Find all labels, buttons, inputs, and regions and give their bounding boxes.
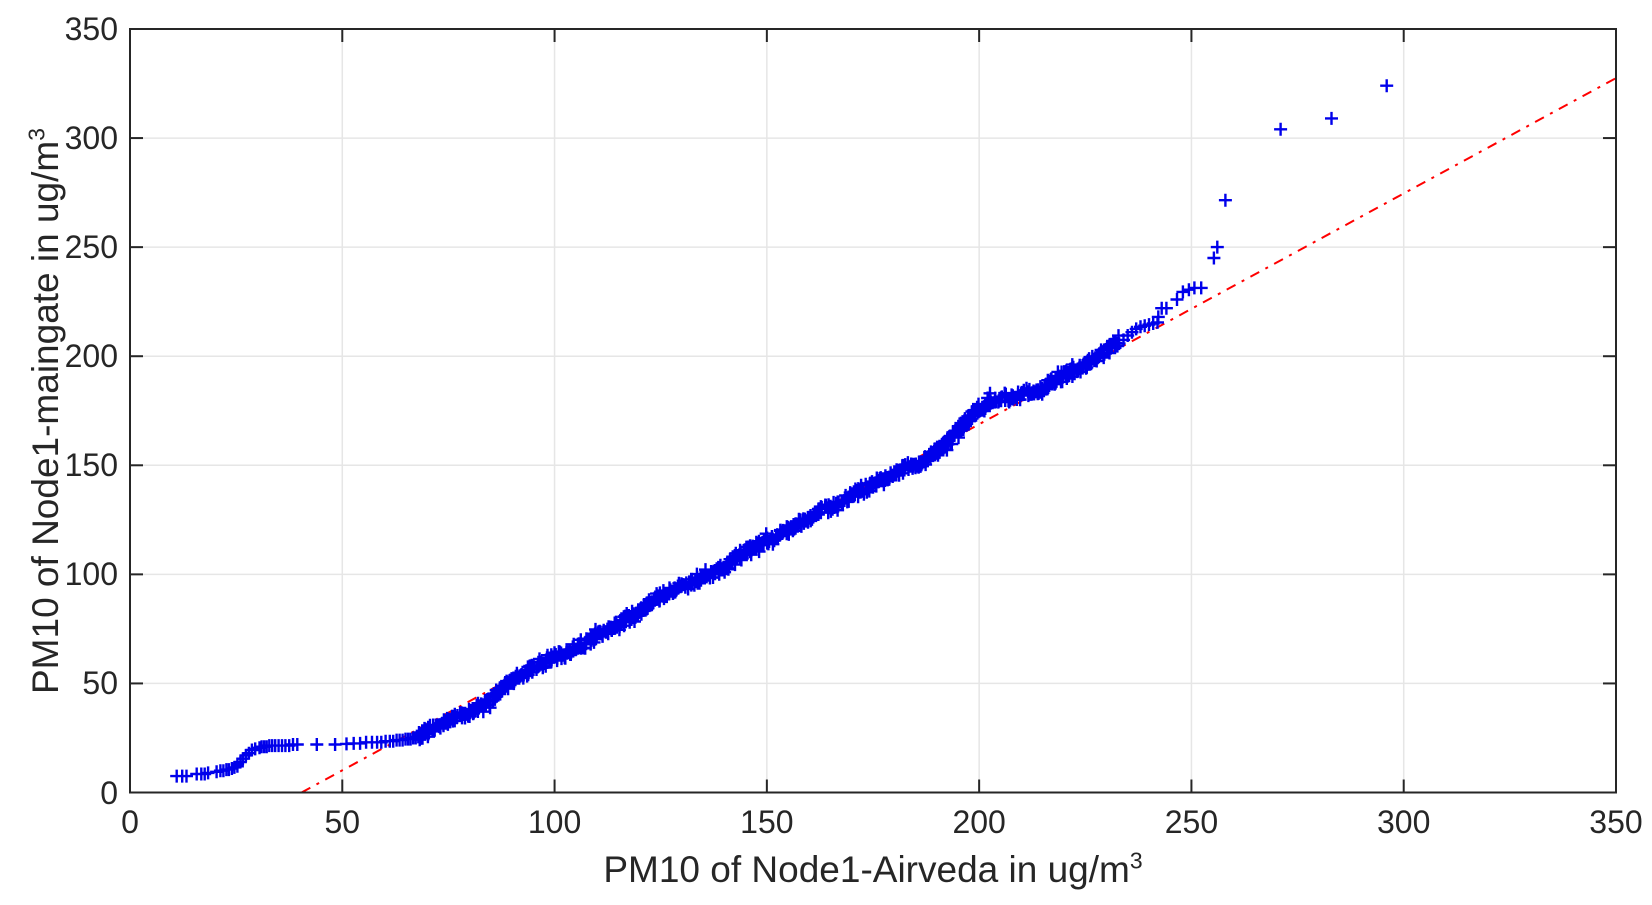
x-tick-label: 300	[1377, 804, 1431, 840]
x-axis-label: PM10 of Node1-Airveda in ug/m3	[373, 849, 1373, 891]
scatter-upper-tail-quantiles	[1117, 79, 1394, 347]
scatter-lower-tail-quantiles	[170, 726, 430, 783]
x-tick-label: 100	[527, 804, 582, 840]
x-tick-label: 200	[952, 804, 1006, 840]
y-tick-label: 350	[64, 11, 118, 47]
x-axis-label-superscript: 3	[1129, 847, 1143, 874]
y-tick-label: 200	[64, 338, 118, 375]
y-tick-label: 150	[64, 447, 118, 484]
y-axis-label: PM10 of Node1-maingate in ug/m3	[24, 128, 67, 695]
y-tick-label: 250	[64, 229, 118, 266]
y-tick-label: 0	[100, 774, 118, 811]
y-axis-label-text: PM10 of Node1-maingate in ug/m	[25, 140, 66, 695]
axis-box	[129, 28, 1617, 794]
x-tick-label: 350	[1589, 804, 1643, 840]
x-axis-label-text: PM10 of Node1-Airveda in ug/m	[603, 849, 1130, 890]
x-tick-label: 0	[121, 804, 139, 840]
y-tick-label: 50	[82, 665, 118, 702]
y-tick-label: 300	[64, 120, 118, 157]
y-tick-label: 100	[64, 556, 118, 593]
scatter-dense-quantile-band	[412, 329, 1126, 747]
x-tick-label: 150	[740, 804, 794, 840]
x-tick-label: 250	[1164, 804, 1219, 840]
x-tick-label: 50	[324, 804, 361, 840]
